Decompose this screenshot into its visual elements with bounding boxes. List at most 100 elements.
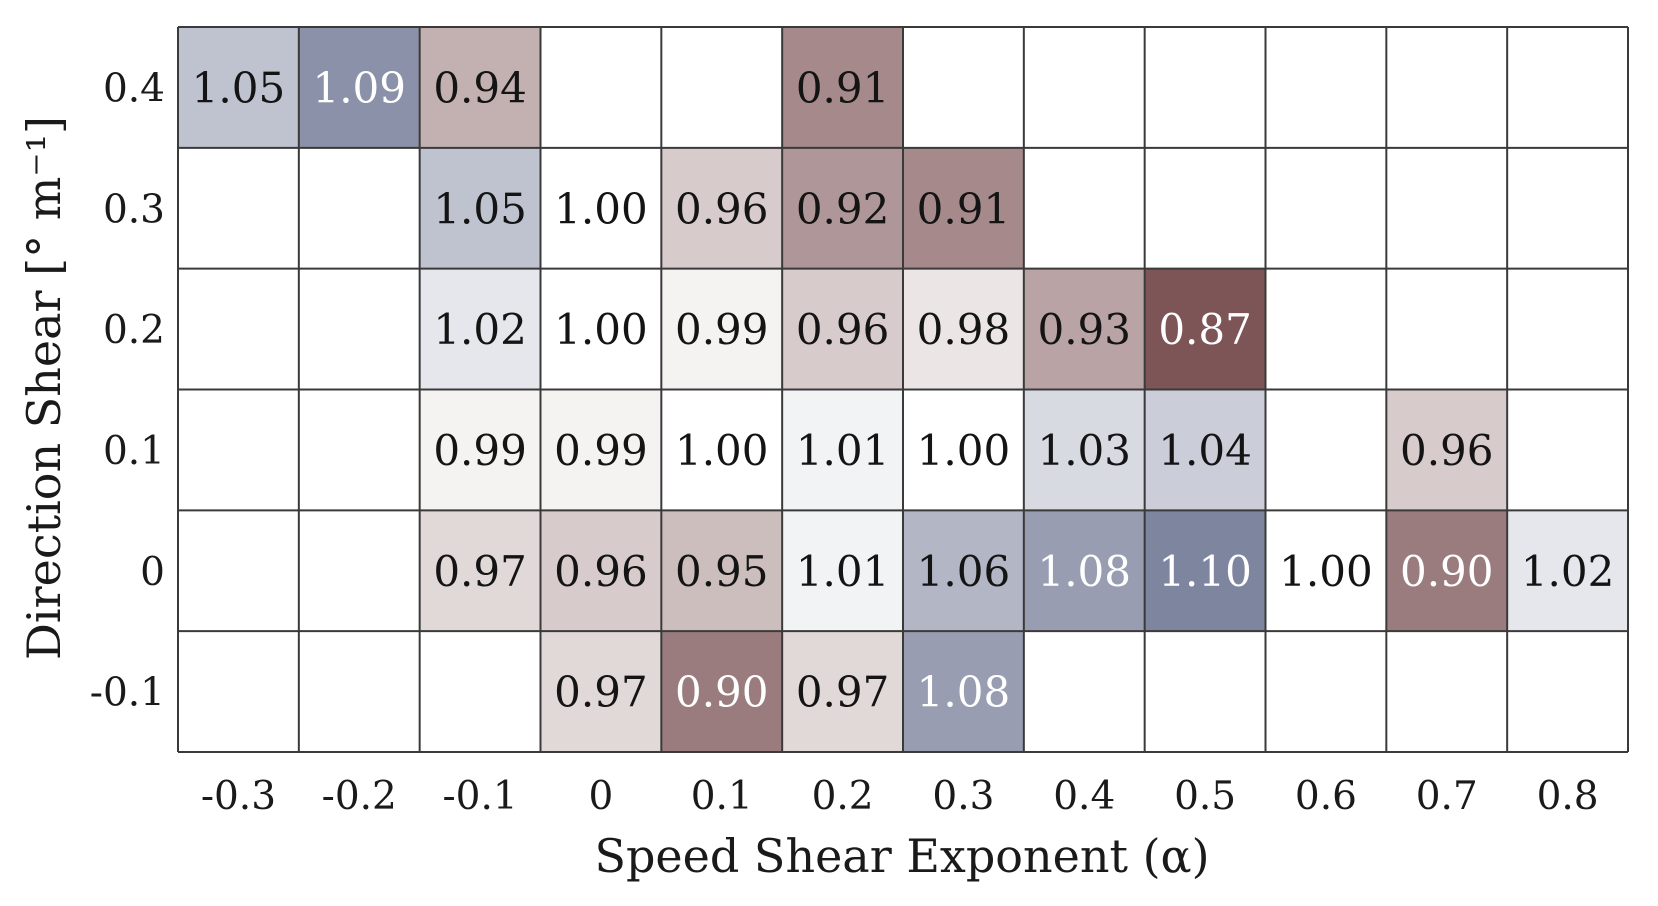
heatmap-cell	[1144, 27, 1266, 148]
cell-value-label: 0.97	[433, 547, 527, 596]
cell-value-label: 1.10	[1158, 547, 1252, 596]
heatmap-cell	[298, 389, 420, 511]
cell-value-label: 0.99	[675, 305, 769, 354]
heatmap-cell	[661, 389, 783, 511]
cell-value-label: 1.04	[1158, 426, 1252, 475]
cell-value-label: 1.00	[675, 426, 769, 475]
cell-value-label: 0.90	[1400, 547, 1494, 596]
heatmap-cell	[540, 268, 662, 390]
heatmap-cell	[782, 268, 903, 390]
cell-value-label: 1.06	[917, 547, 1011, 596]
cell-value-label: 1.08	[917, 668, 1011, 717]
y-tick-label: 0.1	[103, 429, 165, 474]
heatmap-cell	[903, 389, 1024, 511]
cell-value-label: 1.05	[433, 184, 527, 233]
heatmap-cell	[1507, 27, 1628, 148]
cell-value-label: 0.99	[433, 426, 527, 475]
heatmap-cell	[903, 268, 1024, 390]
heatmap-cell	[298, 510, 420, 632]
cell-value-label: 1.00	[917, 426, 1011, 475]
y-tick-label: 0	[140, 550, 165, 595]
cell-value-label: 1.02	[1521, 547, 1615, 596]
heatmap-cell	[661, 510, 783, 632]
heatmap-cell	[1265, 510, 1387, 632]
cell-value-label: 1.08	[1037, 547, 1131, 596]
heatmap-cell	[1023, 389, 1145, 511]
cell-value-label: 1.01	[796, 426, 890, 475]
heatmap-cell	[661, 147, 783, 269]
cell-value-label: 0.90	[675, 668, 769, 717]
cell-value-label: 0.96	[675, 184, 769, 233]
cell-value-label: 0.95	[675, 547, 769, 596]
heatmap-cell	[1507, 510, 1628, 632]
cell-value-label: 0.93	[1037, 305, 1131, 354]
heatmap-cell	[1507, 389, 1628, 511]
heatmap-cell	[903, 510, 1024, 632]
heatmap-cell	[1144, 389, 1266, 511]
heatmap-cell	[1265, 268, 1387, 390]
heatmap-cell	[1144, 147, 1266, 269]
cell-value-label: 0.98	[917, 305, 1011, 354]
y-axis-ticks: 0.4 0.3 0.2 0.1 0 -0.1	[90, 66, 165, 715]
heatmap-cell	[178, 268, 299, 390]
heatmap-cell	[178, 510, 299, 632]
cell-value-label: 0.96	[554, 547, 648, 596]
heatmap-cells	[178, 27, 1628, 752]
x-tick-label: 0.1	[691, 774, 753, 819]
x-axis-ticks: -0.3 -0.2 -0.1 0 0.1 0.2 0.3 0.4 0.5 0.6 0.7 0.8	[201, 774, 1599, 819]
heatmap-cell	[782, 510, 903, 632]
heatmap-cell	[1507, 147, 1628, 269]
heatmap-cell	[1386, 268, 1508, 390]
heatmap-cell	[782, 27, 903, 148]
heatmap-grid	[177, 26, 1629, 753]
cell-value-label: 0.97	[554, 668, 648, 717]
x-tick-label: 0.6	[1295, 774, 1357, 819]
heatmap-cell	[1507, 268, 1628, 390]
heatmap-cell	[1023, 510, 1145, 632]
x-tick-label: 0.7	[1416, 774, 1478, 819]
cell-value-label: 1.09	[312, 63, 406, 112]
cell-value-label: 1.00	[554, 305, 648, 354]
heatmap-cell	[1265, 389, 1387, 511]
y-tick-label: 0.4	[103, 66, 165, 111]
heatmap-cell	[178, 631, 299, 752]
heatmap-cell	[903, 147, 1024, 269]
heatmap-cell	[419, 631, 541, 752]
heatmap-cell	[419, 147, 541, 269]
heatmap-cell	[1386, 147, 1508, 269]
cell-value-label: 0.91	[796, 63, 890, 112]
cell-value-label: 0.94	[433, 63, 527, 112]
heatmap-cell	[782, 147, 903, 269]
cell-value-label: 1.03	[1037, 426, 1131, 475]
heatmap-cell	[298, 27, 420, 148]
cell-value-labels: 1.05 1.09 0.94 0.91 1.05 1.00 0.96 0.92 0.91 1.02…	[192, 63, 1615, 716]
heatmap-cell	[178, 147, 299, 269]
heatmap-cell	[540, 147, 662, 269]
heatmap-cell	[298, 631, 420, 752]
heatmap-cell	[1386, 389, 1508, 511]
heatmap-cell	[1265, 631, 1387, 752]
cell-value-label: 0.99	[554, 426, 648, 475]
heatmap-cell	[1265, 147, 1387, 269]
heatmap-cell	[540, 631, 662, 752]
heatmap-cell	[178, 389, 299, 511]
heatmap-cell	[1386, 27, 1508, 148]
cell-value-label: 1.05	[192, 63, 286, 112]
heatmap-cell	[540, 389, 662, 511]
heatmap-cell	[298, 268, 420, 390]
x-tick-label: 0.4	[1053, 774, 1115, 819]
cell-value-label: 0.91	[917, 184, 1011, 233]
heatmap-cell	[1386, 631, 1508, 752]
heatmap-cell	[1144, 268, 1266, 390]
y-tick-label: 0.3	[103, 187, 165, 232]
x-axis-label: Speed Shear Exponent (α)	[594, 829, 1209, 883]
heatmap-cell	[661, 27, 783, 148]
heatmap-cell	[1507, 631, 1628, 752]
heatmap-cell	[540, 510, 662, 632]
x-tick-label: 0	[589, 774, 614, 819]
x-tick-label: 0.8	[1537, 774, 1599, 819]
cell-value-label: 0.92	[796, 184, 890, 233]
heatmap-cell	[1023, 268, 1145, 390]
heatmap-cell	[1144, 631, 1266, 752]
